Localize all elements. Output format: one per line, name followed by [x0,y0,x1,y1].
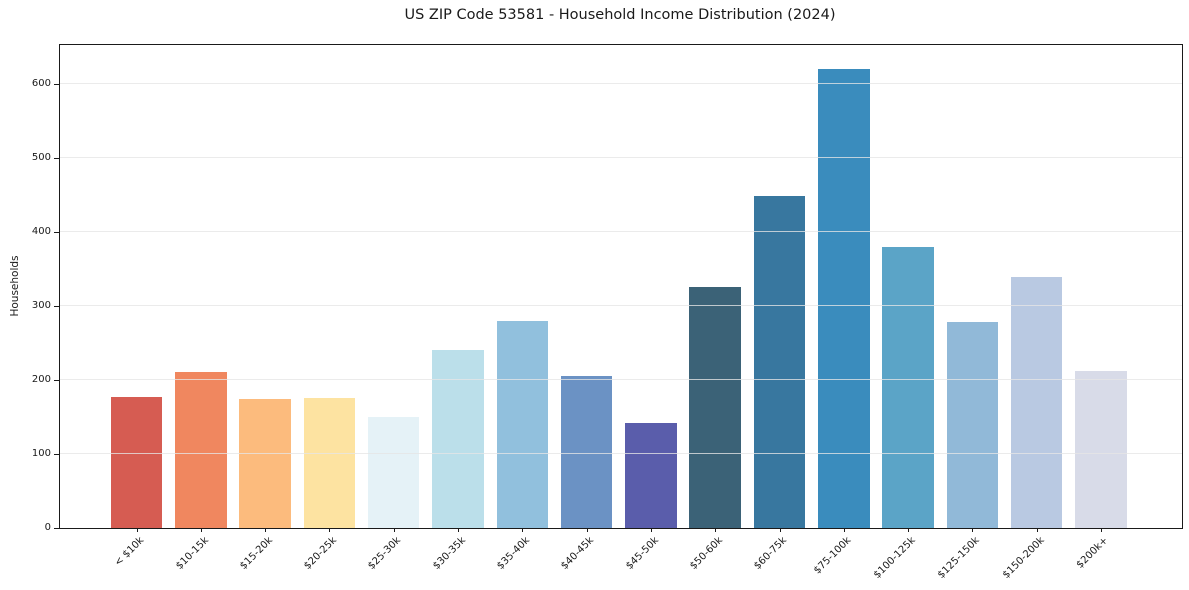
x-tick-label-60-75k: $60-75k [752,535,790,572]
bar-75-100k [818,68,870,528]
bar-100-125k [882,246,934,528]
bar-10-15k [175,372,227,528]
y-tick-label-400: 400 [31,225,51,237]
x-tick-mark [458,528,459,532]
x-tick-mark [393,528,395,532]
chart-title: US ZIP Code 53581 - Household Income Dis… [404,7,836,23]
y-tick-label-300: 300 [31,299,51,311]
bar-200k [1075,370,1127,528]
gridline-y200 [60,378,1182,380]
gridline-y500 [60,156,1182,158]
y-tick-mark [54,453,59,455]
x-tick-mark [650,528,652,532]
x-tick-label-15-20k: $15-20k [237,535,275,572]
x-tick-mark [715,528,717,532]
x-tick-label-35-40k: $35-40k [495,535,533,572]
bar-45-50k [625,422,677,528]
bar-35-40k [496,321,549,528]
bar-15-20k [239,399,291,528]
x-tick-label-45-50k: $45-50k [623,535,661,572]
bar-20-25k [303,397,356,528]
x-tick-mark [586,528,588,532]
x-tick-label-10k: < $10k [112,535,147,569]
y-tick-label-500: 500 [31,151,51,163]
bar-10k [110,396,163,528]
gridline-y400 [60,230,1182,232]
x-tick-label-75-100k: $75-100k [812,535,854,577]
bar-50-60k [689,287,741,528]
y-tick-mark [54,528,59,529]
bar-25-30k [367,416,420,528]
x-tick-label-40-45k: $40-45k [559,535,597,572]
x-tick-label-20-25k: $20-25k [302,535,340,572]
x-tick-label-10-15k: $10-15k [173,535,211,572]
y-tick-label-600: 600 [31,77,51,89]
bar-125-150k [946,322,999,528]
y-tick-mark [54,83,59,85]
plot-area [59,44,1183,529]
x-tick-mark [972,528,974,532]
x-tick-mark [200,528,202,532]
bar-150-200k [1010,276,1063,528]
x-tick-label-125-150k: $125-150k [936,535,983,581]
bar-40-45k [560,376,613,528]
x-tick-mark [329,528,331,532]
x-tick-label-100-125k: $100-125k [871,535,918,581]
y-tick-label-200: 200 [31,373,51,385]
x-tick-mark [522,528,524,532]
x-tick-label-25-30k: $25-30k [366,535,404,572]
x-tick-mark [908,528,910,532]
x-tick-mark [265,528,267,532]
y-tick-mark [54,379,59,381]
x-tick-mark [1036,528,1038,532]
x-tick-label-150-200k: $150-200k [1000,535,1047,581]
x-tick-label-200k: $200k+ [1074,535,1111,571]
x-tick-mark [1101,528,1102,532]
gridline-y300 [60,304,1182,306]
y-tick-label-0: 0 [44,522,51,533]
x-tick-label-30-35k: $30-35k [430,535,468,572]
bar-60-75k [753,196,806,528]
bar-30-35k [432,350,484,528]
gridline-y600 [60,82,1182,84]
y-tick-mark [54,231,59,233]
y-tick-mark [54,157,59,159]
gridline-y100 [60,452,1182,454]
y-tick-mark [54,305,59,307]
x-tick-mark [779,528,781,532]
y-tick-label-100: 100 [31,447,51,459]
x-tick-mark [843,528,845,532]
x-tick-mark [136,528,138,532]
x-tick-label-50-60k: $50-60k [688,535,725,572]
